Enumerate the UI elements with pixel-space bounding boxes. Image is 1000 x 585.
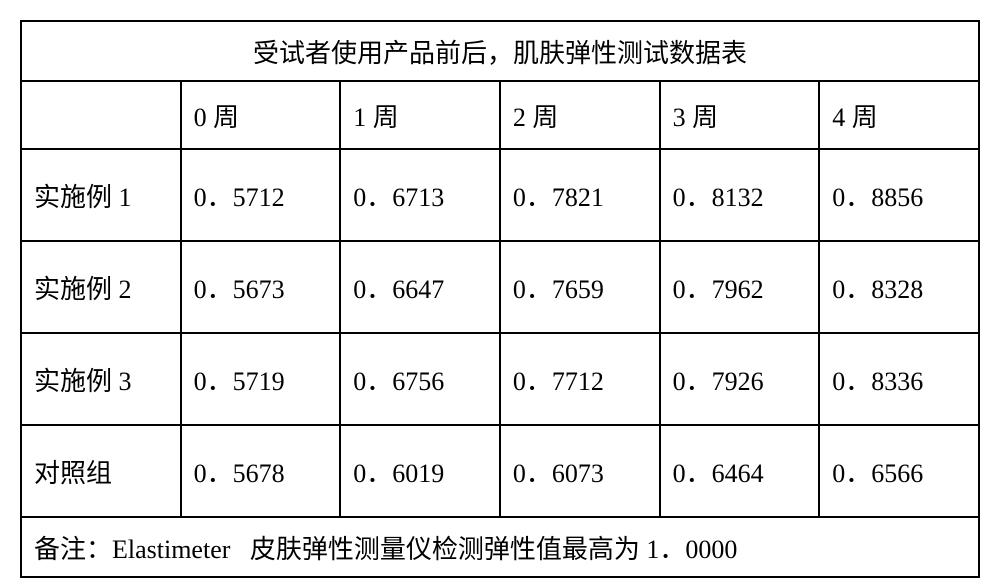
data-cell: 0．5673: [181, 241, 341, 333]
data-cell: 0．5719: [181, 333, 341, 425]
data-cell: 0．7962: [660, 241, 820, 333]
header-cell-week4: 4 周: [819, 81, 979, 149]
table-title-row: 受试者使用产品前后，肌肤弹性测试数据表: [21, 21, 979, 81]
data-cell: 0．6464: [660, 425, 820, 517]
row-label: 对照组: [21, 425, 181, 517]
data-cell: 0．5678: [181, 425, 341, 517]
table-row: 实施例 2 0．5673 0．6647 0．7659 0．7962 0．8328: [21, 241, 979, 333]
header-cell-week1: 1 周: [340, 81, 500, 149]
header-cell-week3: 3 周: [660, 81, 820, 149]
table-row: 实施例 3 0．5719 0．6756 0．7712 0．7926 0．8336: [21, 333, 979, 425]
table-footer: 备注：Elastimeter 皮肤弹性测量仪检测弹性值最高为 1．0000: [21, 517, 979, 577]
data-cell: 0．6566: [819, 425, 979, 517]
table-header-row: 0 周 1 周 2 周 3 周 4 周: [21, 81, 979, 149]
data-cell: 0．7712: [500, 333, 660, 425]
header-cell-week2: 2 周: [500, 81, 660, 149]
data-table: 受试者使用产品前后，肌肤弹性测试数据表 0 周 1 周 2 周 3 周 4 周 …: [20, 20, 980, 578]
row-label: 实施例 2: [21, 241, 181, 333]
header-cell-empty: [21, 81, 181, 149]
data-cell: 0．8856: [819, 149, 979, 241]
table-footer-row: 备注：Elastimeter 皮肤弹性测量仪检测弹性值最高为 1．0000: [21, 517, 979, 577]
table-row: 实施例 1 0．5712 0．6713 0．7821 0．8132 0．8856: [21, 149, 979, 241]
data-cell: 0．6073: [500, 425, 660, 517]
data-cell: 0．6713: [340, 149, 500, 241]
data-cell: 0．6756: [340, 333, 500, 425]
row-label: 实施例 3: [21, 333, 181, 425]
data-cell: 0．5712: [181, 149, 341, 241]
table-row: 对照组 0．5678 0．6019 0．6073 0．6464 0．6566: [21, 425, 979, 517]
data-cell: 0．7926: [660, 333, 820, 425]
data-cell: 0．6647: [340, 241, 500, 333]
data-cell: 0．7659: [500, 241, 660, 333]
data-cell: 0．8336: [819, 333, 979, 425]
table-title: 受试者使用产品前后，肌肤弹性测试数据表: [21, 21, 979, 81]
data-cell: 0．8328: [819, 241, 979, 333]
data-cell: 0．6019: [340, 425, 500, 517]
header-cell-week0: 0 周: [181, 81, 341, 149]
data-cell: 0．8132: [660, 149, 820, 241]
row-label: 实施例 1: [21, 149, 181, 241]
data-cell: 0．7821: [500, 149, 660, 241]
